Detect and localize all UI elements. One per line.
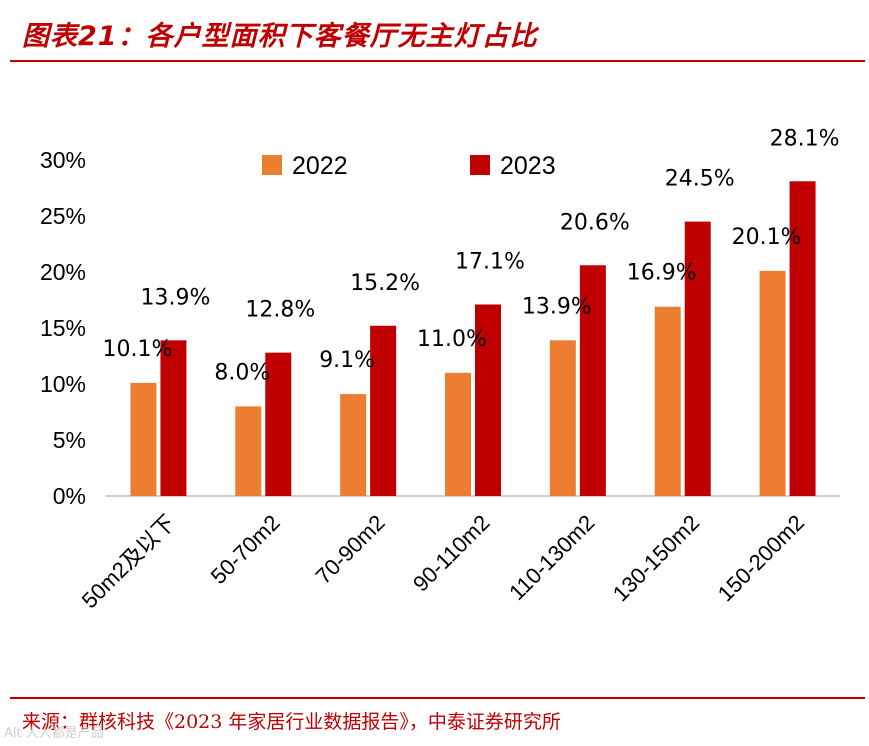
bar-2022: [549, 340, 576, 496]
title-divider: [10, 60, 865, 62]
data-label-2022: 20.1%: [732, 225, 802, 250]
bar-2023: [265, 352, 292, 496]
data-label-2022: 11.0%: [417, 327, 487, 352]
data-label-2023: 17.1%: [455, 249, 525, 274]
bar-2022: [340, 394, 367, 496]
x-tick-label: 50m2及以下: [77, 510, 180, 613]
x-tick-label: 70-90m2: [311, 510, 390, 589]
bar-2023: [370, 325, 397, 496]
y-tick-label: 15%: [40, 315, 86, 341]
watermark: Alt 人人都是产品: [4, 726, 104, 741]
data-label-2023: 28.1%: [770, 126, 840, 151]
data-label-2022: 16.9%: [627, 261, 697, 286]
bar-2023: [475, 304, 501, 496]
data-label-2023: 15.2%: [350, 271, 420, 296]
y-tick-label: 0%: [53, 483, 86, 509]
chart-title: 图表21：各户型面积下客餐厅无主灯占比: [22, 21, 538, 52]
data-label-2022: 9.1%: [319, 348, 375, 373]
bar-2022: [759, 270, 786, 496]
source-note: 来源：群核科技《2023 年家居行业数据报告》，中泰证券研究所: [22, 711, 561, 733]
y-tick-label: 10%: [40, 371, 86, 397]
legend-swatch-2022: [262, 155, 282, 175]
bar-2022: [654, 306, 681, 496]
data-label-2023: 13.9%: [140, 285, 210, 310]
legend-label-2023: 2023: [500, 152, 556, 180]
data-label-2022: 13.9%: [522, 294, 592, 319]
bar-2022: [130, 382, 157, 496]
bar-chart: 0% 5% 10% 15% 20% 25% 30% 10.1% 13.9% 8.0% 12.8%9.…: [40, 126, 840, 613]
y-tick-label: 30%: [40, 147, 86, 173]
data-label-2023: 12.8%: [245, 298, 315, 323]
bar-2023: [789, 181, 816, 496]
bar-2022: [445, 372, 471, 496]
x-tick-label: 150-200m2: [713, 510, 809, 606]
bar-2023: [160, 340, 187, 496]
x-tick-label: 50-70m2: [206, 510, 285, 589]
legend-label-2022: 2022: [292, 152, 348, 180]
data-label-2022: 10.1%: [102, 337, 172, 362]
data-label-2023: 20.6%: [560, 210, 630, 235]
bar-2023: [579, 265, 606, 496]
bar-2022: [235, 406, 262, 496]
bar-2023: [684, 221, 711, 496]
y-tick-label: 5%: [53, 427, 86, 453]
data-label-2023: 24.5%: [665, 167, 735, 192]
data-label-2022: 8.0%: [214, 360, 270, 385]
x-tick-label: 130-150m2: [608, 510, 704, 606]
source-divider: [10, 697, 865, 699]
y-tick-label: 20%: [40, 259, 86, 285]
x-tick-label: 110-130m2: [504, 510, 599, 605]
x-tick-label: 90-110m2: [408, 510, 495, 597]
legend-swatch-2023: [470, 155, 490, 175]
y-tick-label: 25%: [40, 203, 86, 229]
